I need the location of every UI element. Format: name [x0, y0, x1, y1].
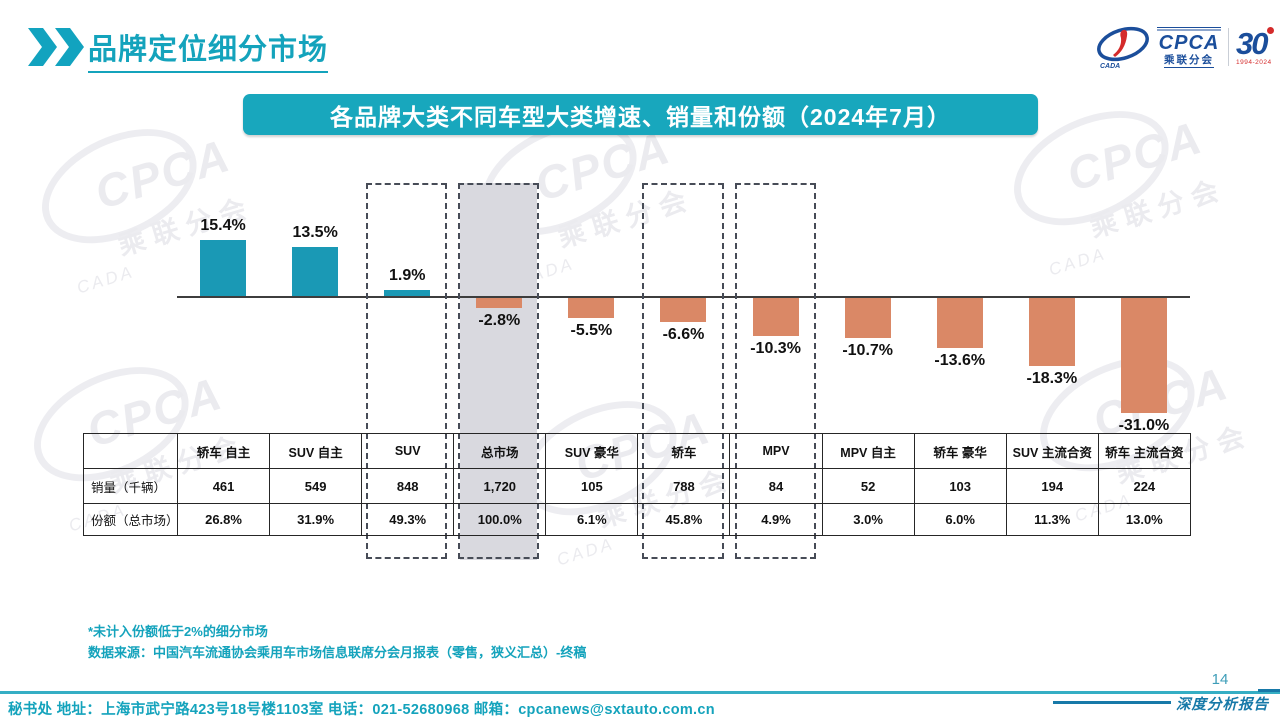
table-column-header: 轿车 [637, 433, 731, 469]
bar-value-label: -5.5% [570, 322, 613, 339]
footer-contact-info: 秘书处 地址：上海市武宁路423号18号楼1103室 电话：021-526809… [8, 702, 715, 718]
cpca-logo-text: CPCA 乘联分会 [1157, 26, 1221, 68]
table-corner-cell [83, 433, 178, 469]
bar-轿车 [660, 298, 707, 322]
table-cell: 49.3% [361, 503, 455, 536]
bar-MPV [752, 298, 799, 336]
cpca-emblem-icon: CADA [1097, 26, 1149, 70]
logo-years-label: 1994-2024 [1236, 58, 1272, 66]
bar-MPV 自主 [844, 298, 891, 338]
double-chevron-icon [28, 28, 84, 71]
table-cell: 224 [1097, 468, 1191, 504]
table-cell: 84 [729, 468, 823, 504]
bar-value-label: -2.8% [478, 312, 521, 329]
logo-30-dot [1266, 26, 1274, 34]
table-cell: 194 [1005, 468, 1099, 504]
bar-轿车 豪华 [936, 298, 983, 348]
table-column-header: SUV 自主 [269, 433, 363, 469]
table-cell: 26.8% [176, 503, 271, 536]
chart-title-text: 各品牌大类不同车型大类增速、销量和份额（2024年7月） [330, 103, 951, 130]
bar-SUV [384, 290, 431, 297]
bar-轿车 主流合资 [1120, 298, 1167, 413]
table-column-header: MPV 自主 [821, 433, 915, 469]
table-column-header: 轿车 豪华 [913, 433, 1007, 469]
table-column-header: 轿车 主流合资 [1097, 433, 1191, 469]
bar-SUV 主流合资 [1028, 298, 1075, 366]
logo-30-number: 30 [1236, 25, 1269, 61]
table-row-header: 销量（千辆） [83, 468, 178, 504]
report-label-line-left [1053, 701, 1171, 704]
bar-SUV 豪华 [568, 298, 615, 318]
table-cell: 6.1% [545, 503, 639, 536]
bar-SUV 自主 [292, 247, 339, 297]
table-cell: 3.0% [821, 503, 915, 536]
bar-value-label: 15.4% [200, 217, 246, 234]
table-cell: 461 [176, 468, 271, 504]
bar-value-label: -13.6% [934, 352, 986, 369]
bar-value-label: 1.9% [388, 267, 426, 284]
footnotes: *未计入份额低于2%的细分市场 数据来源：中国汽车流通协会乘用车市场信息联席分会… [88, 621, 586, 663]
table-cell: 45.8% [637, 503, 731, 536]
footnote-data-source: 数据来源：中国汽车流通协会乘用车市场信息联席分会月报表（零售，狭义汇总）-终稿 [88, 645, 587, 660]
table-column-header: SUV 主流合资 [1005, 433, 1099, 469]
table-cell: 103 [913, 468, 1007, 504]
table-column-header: SUV [361, 433, 455, 469]
table-column-header: 轿车 自主 [176, 433, 271, 469]
table-row: 销量（千辆） 461 549 848 1,720 105 788 84 52 103 194 224 [83, 468, 1191, 504]
bar-value-label: 13.5% [292, 224, 338, 241]
bar-value-label: -31.0% [1118, 417, 1170, 434]
logo-divider [1228, 28, 1229, 66]
bar-value-label: -10.7% [842, 342, 894, 359]
bar-value-label: -6.6% [662, 326, 705, 343]
table-cell: 31.9% [269, 503, 363, 536]
table-column-header: SUV 豪华 [545, 433, 639, 469]
table-column-header: MPV [729, 433, 823, 469]
report-label-line-right [1258, 689, 1280, 692]
report-label: 深度分析报告 [1176, 697, 1269, 713]
table-cell: 13.0% [1097, 503, 1191, 536]
logo-stripes-top [1157, 27, 1221, 33]
footnote-exclusion: *未计入份额低于2%的细分市场 [88, 624, 268, 639]
segment-data-table: 轿车 自主 SUV 自主 SUV 总市场 SUV 豪华 轿车 MPV MPV 自主 轿车 豪华 S… [83, 433, 1191, 536]
bar-value-label: -18.3% [1026, 370, 1078, 387]
logo-sub-label: 乘联分会 [1164, 54, 1214, 68]
footer-divider-line [0, 691, 1280, 694]
page-title: 品牌定位细分市场 [88, 26, 329, 73]
table-cell: 1,720 [453, 468, 547, 504]
table-row-header: 份额（总市场） [83, 503, 178, 536]
table-column-header: 总市场 [453, 433, 547, 469]
cpca-logo: CADA CPCA 乘联分会 30 1994-2024 [1096, 24, 1274, 70]
page-number: 14 [1211, 671, 1229, 688]
table-cell: 848 [361, 468, 455, 504]
bar-value-label: -10.3% [750, 340, 801, 357]
table-cell: 6.0% [913, 503, 1007, 536]
table-cell: 105 [545, 468, 639, 504]
table-cell: 52 [821, 468, 915, 504]
table-row: 份额（总市场） 26.8% 31.9% 49.3% 100.0% 6.1% 45.8% 4.9… [83, 503, 1191, 536]
table-cell: 100.0% [453, 503, 547, 536]
table-cell: 549 [269, 468, 363, 504]
x-axis-line [177, 296, 1190, 298]
chart-title-banner: 各品牌大类不同车型大类增速、销量和份额（2024年7月） [243, 94, 1038, 135]
logo-30th-anniversary: 30 1994-2024 [1236, 25, 1274, 67]
table-cell: 788 [637, 468, 731, 504]
bar-总市场 [476, 298, 523, 308]
svg-text:CADA: CADA [1100, 63, 1120, 70]
table-cell: 4.9% [729, 503, 823, 536]
table-header-row: 轿车 自主 SUV 自主 SUV 总市场 SUV 豪华 轿车 MPV MPV 自主 轿车 豪华 S… [83, 433, 1191, 469]
logo-cpca-label: CPCA [1158, 32, 1220, 55]
table-cell: 11.3% [1005, 503, 1099, 536]
bar-轿车 自主 [200, 240, 247, 297]
